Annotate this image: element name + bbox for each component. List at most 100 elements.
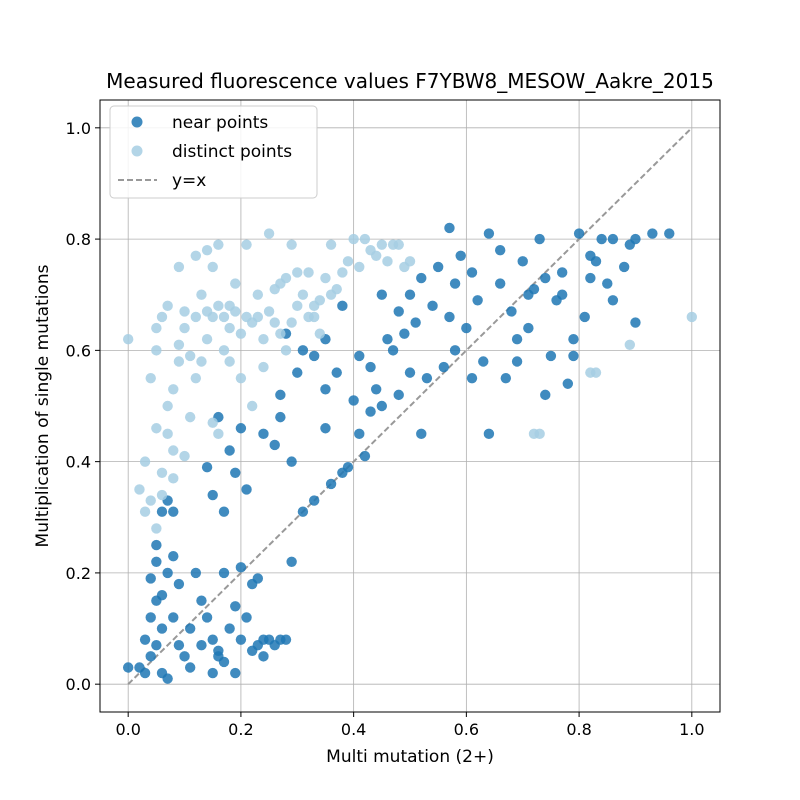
near-point <box>478 356 489 367</box>
near-point <box>618 261 630 273</box>
near-point <box>466 267 478 278</box>
near-point <box>297 506 309 517</box>
distinct-point <box>139 506 151 517</box>
near-point <box>540 389 551 401</box>
x-axis-label: Multi mutation (2+) <box>326 747 494 767</box>
near-point <box>393 389 404 401</box>
distinct-point <box>624 339 636 350</box>
distinct-point <box>320 272 331 284</box>
near-point <box>196 640 207 651</box>
distinct-point <box>286 317 297 328</box>
distinct-point <box>325 289 337 300</box>
near-point <box>399 328 410 339</box>
near-point <box>337 300 348 312</box>
near-point <box>664 228 675 239</box>
near-point <box>438 361 450 373</box>
legend-label-near: near points <box>172 113 268 133</box>
x-tick-label: 1.0 <box>679 720 704 739</box>
near-point <box>523 289 534 300</box>
near-point <box>151 640 162 651</box>
distinct-point <box>235 372 247 384</box>
near-point <box>139 634 151 645</box>
near-point <box>207 489 218 501</box>
near-point <box>308 495 320 506</box>
near-point <box>545 350 557 362</box>
y-tick-label: 0.2 <box>66 564 91 583</box>
distinct-point <box>354 261 365 273</box>
near-point <box>122 662 134 673</box>
distinct-point <box>269 283 280 295</box>
near-point <box>607 295 619 306</box>
near-point <box>354 428 365 440</box>
near-point <box>427 300 438 312</box>
near-point <box>224 623 235 634</box>
distinct-point <box>168 473 179 484</box>
near-point <box>145 651 156 662</box>
near-point <box>540 272 551 284</box>
distinct-point <box>303 311 314 323</box>
distinct-point <box>297 289 309 300</box>
legend: near points distinct points y=x <box>109 105 318 199</box>
near-point <box>179 651 190 662</box>
distinct-point <box>179 450 190 462</box>
distinct-point <box>218 345 230 356</box>
near-point <box>151 539 162 551</box>
near-point <box>168 612 179 623</box>
near-point <box>556 289 568 300</box>
near-point <box>466 372 478 384</box>
near-point <box>444 222 455 234</box>
y-tick-label: 0.8 <box>66 230 91 249</box>
near-point <box>269 439 280 451</box>
near-point <box>252 573 264 584</box>
near-point <box>196 595 207 606</box>
near-point <box>449 345 461 356</box>
distinct-point <box>590 367 602 378</box>
near-point <box>630 233 641 245</box>
near-point <box>483 228 495 239</box>
distinct-point <box>184 350 196 362</box>
near-point <box>246 645 258 656</box>
distinct-point <box>122 334 134 345</box>
near-point <box>483 428 495 440</box>
near-point <box>207 667 218 679</box>
distinct-point <box>134 484 145 495</box>
near-point <box>579 311 590 323</box>
near-point <box>224 445 235 456</box>
near-point <box>404 289 416 300</box>
near-point <box>241 612 252 623</box>
near-point <box>421 372 433 384</box>
near-point <box>404 367 416 378</box>
near-point <box>370 384 382 395</box>
distinct-point <box>314 328 326 339</box>
distinct-point <box>151 322 162 334</box>
near-point <box>449 278 461 289</box>
reference-line-layer <box>127 127 693 685</box>
near-point <box>506 306 517 317</box>
distinct-point <box>235 328 247 339</box>
near-point <box>258 651 269 662</box>
distinct-point <box>686 311 698 323</box>
distinct-point <box>258 334 269 345</box>
distinct-point <box>230 306 241 317</box>
near-point <box>292 367 303 378</box>
distinct-point <box>173 356 185 367</box>
near-point <box>241 484 252 495</box>
near-point <box>573 228 585 239</box>
chart-title: Measured fluorescence values F7YBW8_MESO… <box>106 69 714 93</box>
distinct-point <box>173 261 185 273</box>
points-layer <box>122 222 698 684</box>
near-point <box>275 389 286 401</box>
y-tick-label: 0.6 <box>66 341 91 360</box>
near-point <box>556 267 568 278</box>
distinct-point <box>162 400 173 412</box>
distinct-point <box>269 317 280 328</box>
distinct-point <box>145 495 156 506</box>
near-point <box>568 334 579 345</box>
distinct-point <box>168 384 179 395</box>
distinct-point <box>230 278 241 289</box>
near-point <box>359 450 371 462</box>
distinct-point <box>275 328 286 339</box>
near-point <box>393 306 404 317</box>
near-point <box>337 467 348 478</box>
